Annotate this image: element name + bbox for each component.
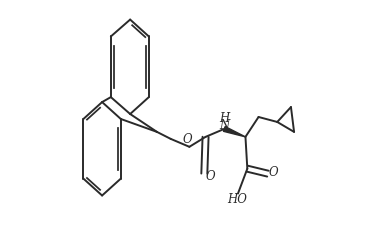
Text: O: O [268, 165, 278, 178]
Polygon shape [223, 127, 245, 137]
Text: N: N [220, 119, 230, 132]
Text: HO: HO [227, 192, 247, 205]
Text: H: H [220, 112, 230, 125]
Text: O: O [183, 133, 192, 146]
Text: O: O [205, 170, 215, 183]
